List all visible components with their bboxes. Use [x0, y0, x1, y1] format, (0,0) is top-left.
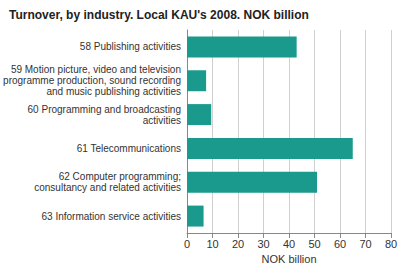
svg-text:Turnover, by industry. Local K: Turnover, by industry. Local KAU's 2008.… [9, 8, 309, 22]
svg-text:80: 80 [385, 238, 397, 250]
svg-text:70: 70 [359, 238, 371, 250]
svg-text:20: 20 [232, 238, 244, 250]
svg-text:activities: activities [143, 115, 181, 126]
svg-text:61 Telecommunications: 61 Telecommunications [77, 143, 181, 154]
svg-text:63 Information service activit: 63 Information service activities [41, 211, 181, 222]
svg-text:60: 60 [334, 238, 346, 250]
svg-text:58 Publishing activities: 58 Publishing activities [80, 41, 181, 52]
svg-text:and music publishing activitie: and music publishing activities [46, 86, 181, 97]
svg-text:0: 0 [184, 238, 190, 250]
svg-text:62 Computer programming;: 62 Computer programming; [59, 171, 181, 182]
svg-text:60 Programming and broadcastin: 60 Programming and broadcasting [28, 104, 181, 115]
svg-text:59 Motion picture, video and t: 59 Motion picture, video and television [11, 64, 181, 75]
svg-text:programme production, sound re: programme production, sound recording [3, 75, 181, 86]
svg-text:NOK billion: NOK billion [261, 253, 316, 265]
svg-text:50: 50 [308, 238, 320, 250]
svg-text:10: 10 [206, 238, 218, 250]
svg-text:consultancy and related activi: consultancy and related activities [34, 182, 181, 193]
svg-text:40: 40 [283, 238, 295, 250]
svg-text:30: 30 [257, 238, 269, 250]
